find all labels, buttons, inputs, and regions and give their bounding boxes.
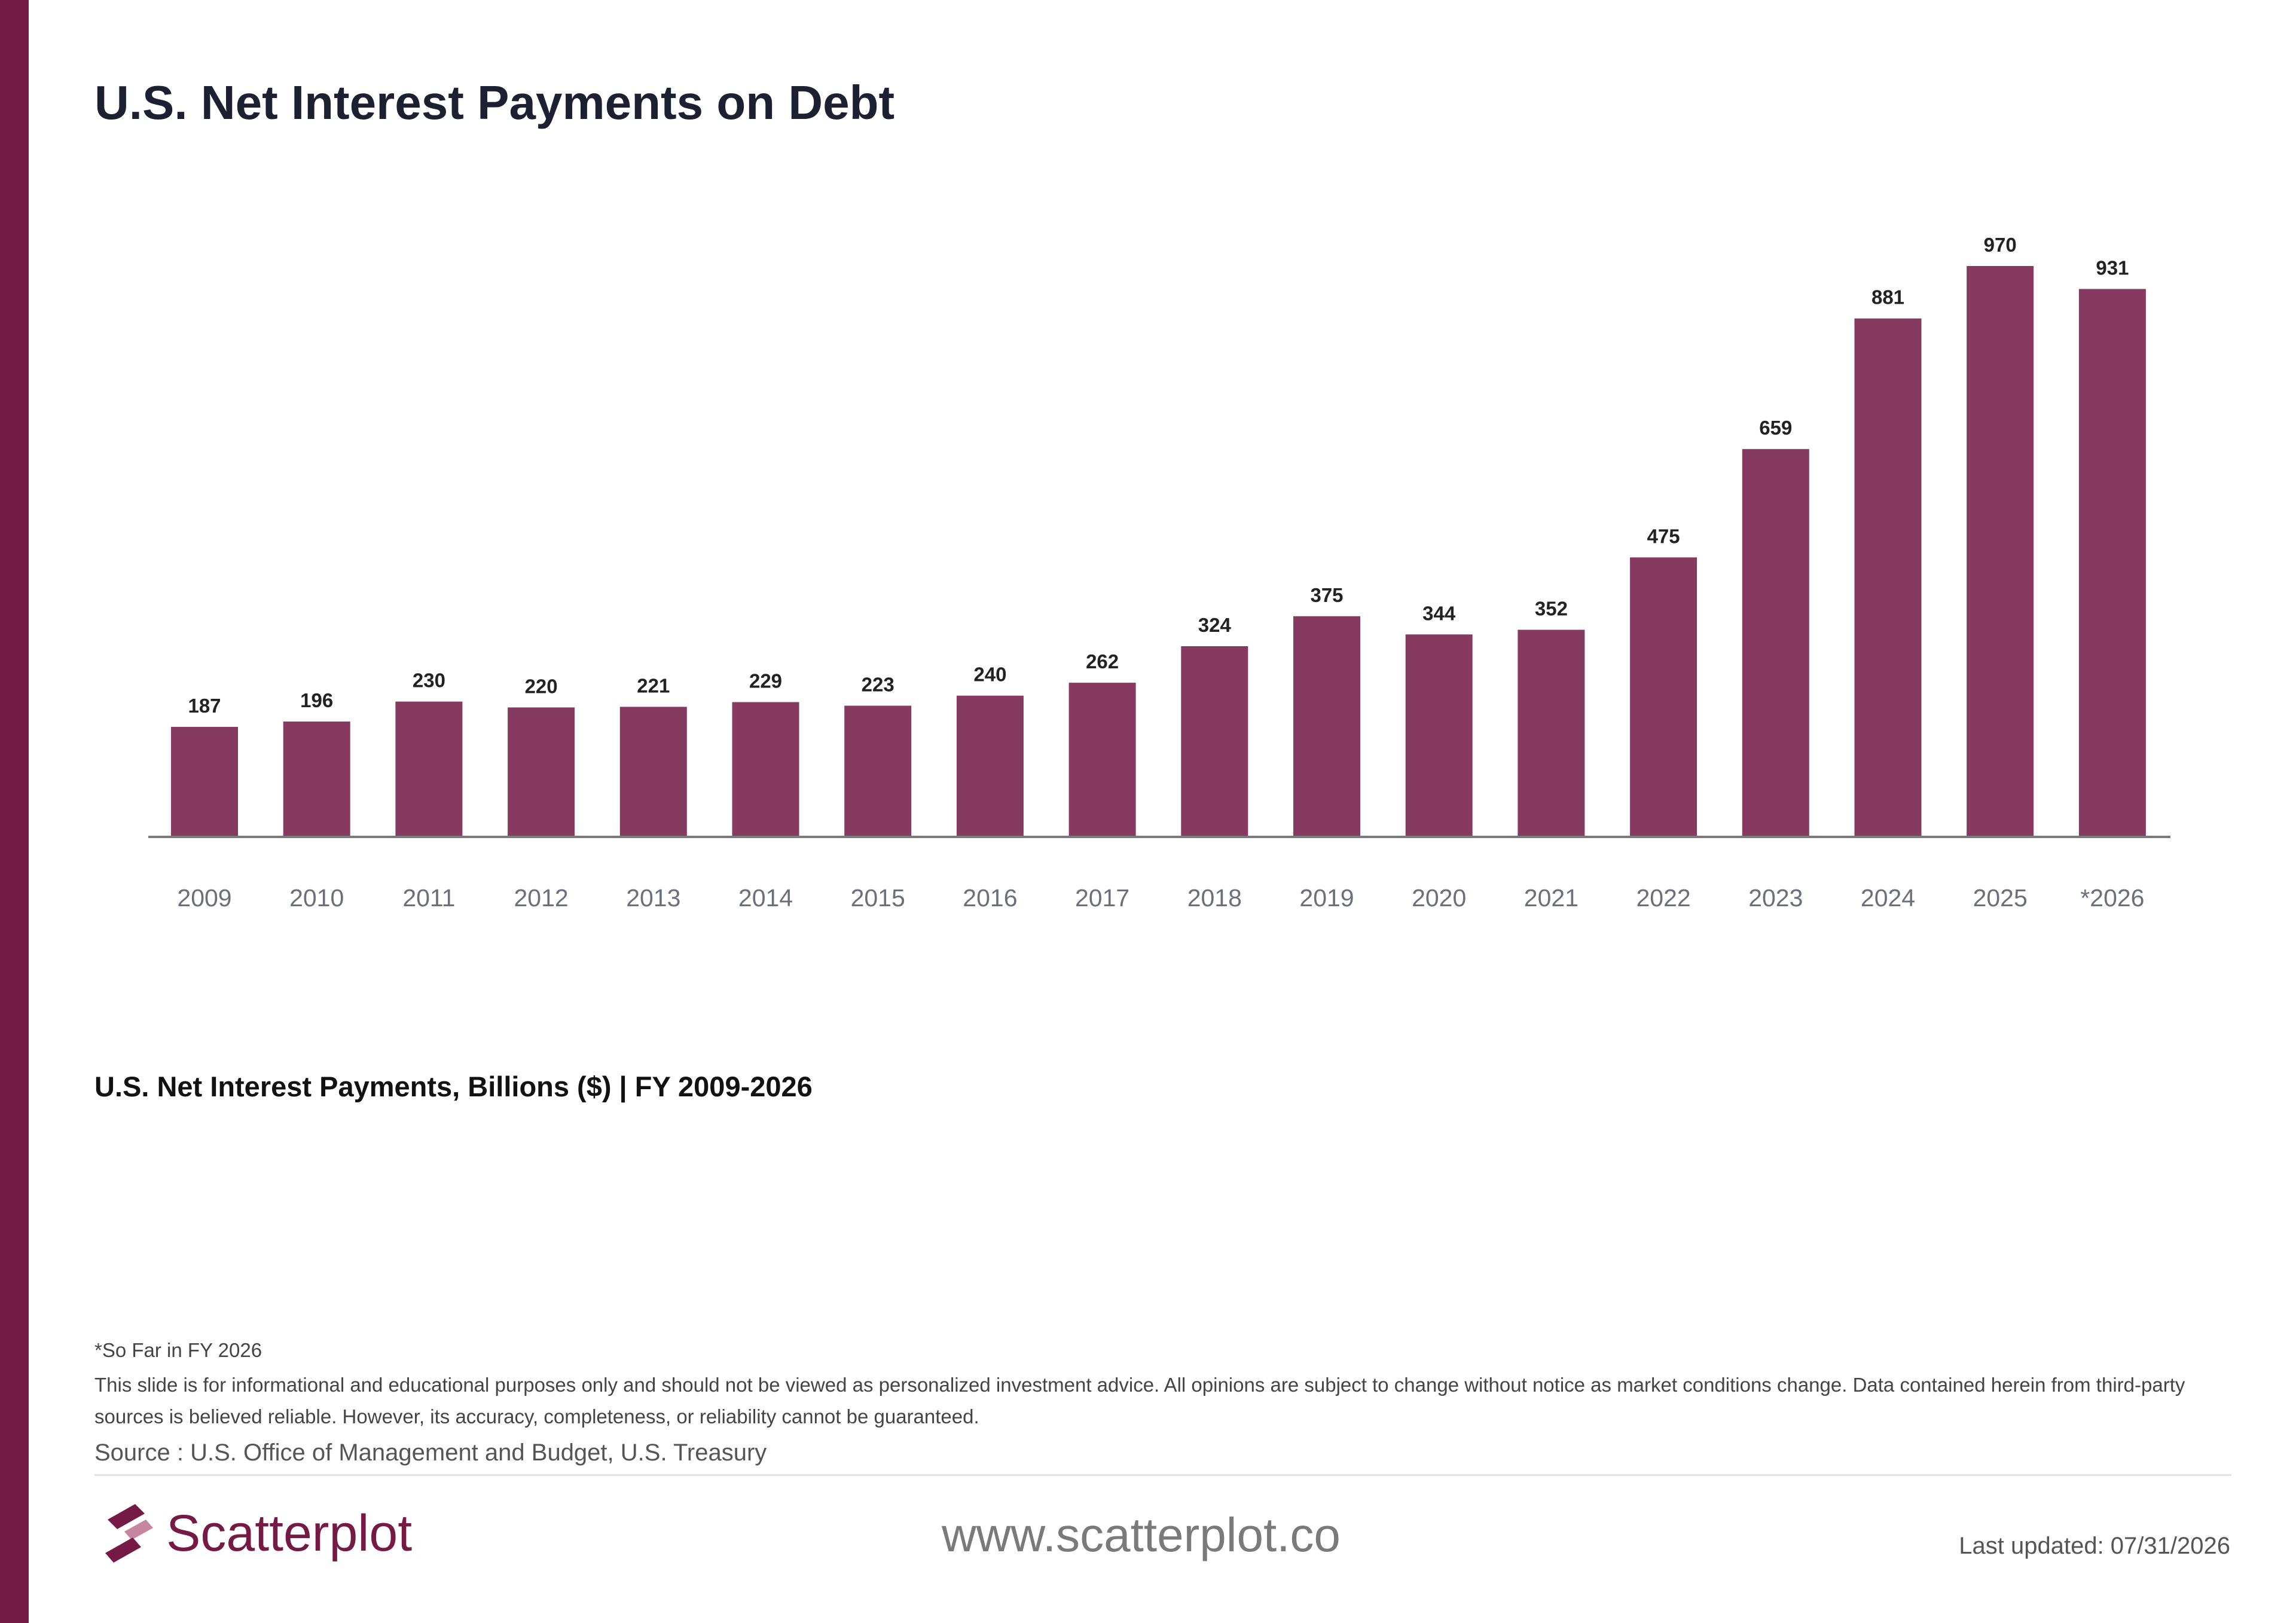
source-note: Source : U.S. Office of Management and B…	[94, 1439, 767, 1466]
bar-2025	[1967, 266, 2034, 837]
x-tick-label-2017: 2017	[1075, 884, 1129, 912]
bar-2010	[283, 722, 350, 837]
website-link[interactable]: www.scatterplot.co	[942, 1508, 1341, 1561]
value-label-2017: 262	[1086, 650, 1119, 673]
brand-name: Scatterplot	[166, 1505, 413, 1562]
bar-2016	[956, 695, 1024, 837]
value-labels-group: 187 196 230 220 221 229 223 240 262 324 375 344 352 4…	[188, 234, 2129, 717]
bar-2026	[2078, 289, 2146, 837]
bar-2020	[1405, 634, 1473, 837]
x-tick-label-2026: *2026	[2080, 884, 2144, 912]
value-label-2020: 344	[1422, 602, 1456, 624]
value-label-2012: 220	[525, 675, 558, 697]
bar-2009	[171, 726, 238, 837]
value-label-2013: 221	[637, 674, 670, 696]
x-tick-label-2021: 2021	[1524, 884, 1578, 912]
x-tick-label-2024: 2024	[1861, 884, 1915, 912]
x-tick-label-2016: 2016	[963, 884, 1017, 912]
value-label-2024: 881	[1871, 286, 1904, 308]
bar-2022	[1630, 557, 1697, 837]
value-label-2023: 659	[1759, 417, 1792, 439]
value-label-2015: 223	[862, 674, 894, 696]
disclaimer-text: This slide is for informational and educ…	[94, 1374, 2185, 1428]
value-label-2025: 970	[1984, 234, 2017, 256]
bar-2024	[1854, 318, 1922, 837]
scatterplot-logo-icon	[105, 1504, 153, 1563]
value-label-2014: 229	[749, 670, 782, 692]
value-label-2026: 931	[2096, 256, 2129, 279]
x-tick-label-2020: 2020	[1412, 884, 1466, 912]
value-label-2016: 240	[973, 664, 1006, 686]
x-tick-label-2010: 2010	[289, 884, 344, 912]
bars-group	[171, 266, 2146, 837]
bar-2012	[508, 707, 575, 837]
bar-chart: 187 196 230 220 221 229 223 240 262 324 375 344 352 4…	[148, 234, 2170, 912]
x-tick-label-2009: 2009	[177, 884, 231, 912]
x-tick-label-2013: 2013	[626, 884, 680, 912]
x-tick-label-2018: 2018	[1187, 884, 1242, 912]
value-label-2010: 196	[300, 689, 333, 711]
bar-2023	[1742, 449, 1809, 837]
value-label-2011: 230	[413, 670, 445, 692]
footnote: *So Far in FY 2026	[94, 1339, 262, 1361]
last-updated: Last updated: 07/31/2026	[1959, 1533, 2230, 1559]
bar-2015	[844, 705, 912, 837]
value-label-2021: 352	[1535, 598, 1568, 620]
value-label-2018: 324	[1198, 614, 1232, 636]
bar-2011	[395, 701, 463, 837]
x-tick-label-2012: 2012	[514, 884, 568, 912]
chart-subtitle: U.S. Net Interest Payments, Billions ($)…	[94, 1071, 813, 1102]
x-tick-label-2025: 2025	[1973, 884, 2028, 912]
x-tick-label-2019: 2019	[1299, 884, 1354, 912]
accent-side-bar	[0, 0, 29, 1623]
value-label-2019: 375	[1310, 584, 1343, 606]
bar-2021	[1518, 629, 1585, 837]
x-tick-label-2015: 2015	[851, 884, 905, 912]
x-tick-label-2022: 2022	[1636, 884, 1690, 912]
bar-2014	[732, 702, 799, 837]
value-label-2022: 475	[1647, 525, 1680, 547]
x-tick-label-2023: 2023	[1748, 884, 1803, 912]
footer-divider	[94, 1474, 2231, 1476]
bar-2013	[619, 707, 687, 837]
bar-2017	[1068, 683, 1136, 837]
x-tick-labels-group: 2009 2010 2011 2012 2013 2014 2015 2016 2017 2018…	[177, 884, 2144, 912]
bar-2018	[1181, 646, 1248, 837]
x-tick-label-2014: 2014	[738, 884, 793, 912]
x-tick-label-2011: 2011	[402, 884, 455, 912]
brand-logo: Scatterplot	[103, 1500, 412, 1566]
bar-2019	[1293, 616, 1360, 837]
page-title: U.S. Net Interest Payments on Debt	[94, 76, 895, 129]
value-label-2009: 187	[188, 695, 221, 717]
